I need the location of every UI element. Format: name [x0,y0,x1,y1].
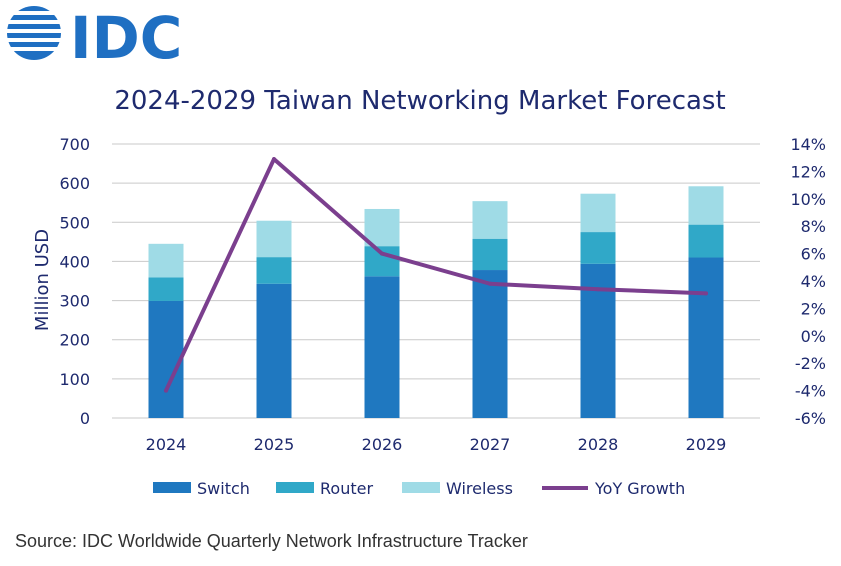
source-note: Source: IDC Worldwide Quarterly Network … [15,531,528,551]
bar-wireless [364,208,400,247]
x-tick-label: 2028 [578,435,619,454]
left-axis-ticks: 0 100 200 300 400 500 600 700 [59,135,90,428]
legend-label-wireless: Wireless [446,479,513,498]
yoy-point [380,251,384,256]
bar-wireless [580,193,616,233]
x-axis-ticks: 2024 2025 2026 2027 2028 2029 [146,435,727,454]
yoy-growth-line [164,157,708,393]
legend: Switch Router Wireless YoY Growth [153,479,685,498]
gridlines [112,143,760,419]
yoy-line [164,157,708,393]
legend-label-yoy: YoY Growth [594,479,685,498]
yoy-point [596,287,600,292]
right-tick-label: -6% [795,409,826,428]
left-tick-label: 400 [59,252,90,271]
idc-logo: IDC [4,4,182,72]
logo-text: IDC [70,4,182,72]
yoy-point [164,388,168,393]
bar-switch [148,300,184,418]
bar-router [688,224,724,258]
left-tick-label: 600 [59,174,90,193]
left-tick-label: 700 [59,135,90,154]
right-tick-label: 14% [790,135,826,154]
left-tick-label: 500 [59,213,90,232]
legend-swatch-wireless [402,482,440,493]
x-tick-label: 2027 [470,435,511,454]
bar-switch [688,257,724,418]
yoy-point [272,157,276,162]
chart-title: 2024-2029 Taiwan Networking Market Forec… [114,86,725,116]
yoy-point [488,281,492,286]
bar-wireless [472,201,508,239]
legend-swatch-router [276,482,314,493]
x-tick-label: 2024 [146,435,187,454]
bar-switch [472,270,508,418]
bar-router [364,246,400,277]
legend-label-router: Router [320,479,373,498]
bars [148,186,724,418]
yoy-point [704,291,708,296]
right-tick-label: -2% [795,354,826,373]
bar-router [472,238,508,271]
left-tick-label: 0 [80,409,90,428]
y-axis-label: Million USD [32,229,53,331]
right-tick-label: 10% [790,190,826,209]
right-tick-label: 6% [801,245,826,264]
x-tick-label: 2029 [686,435,727,454]
legend-swatch-switch [153,482,191,493]
bar-wireless [256,220,292,258]
right-tick-label: 4% [801,272,826,291]
globe-icon [4,6,64,60]
legend-label-switch: Switch [197,479,250,498]
bar-router [256,257,292,284]
x-tick-label: 2026 [362,435,403,454]
bar-switch [364,276,400,418]
left-tick-label: 100 [59,370,90,389]
bar-wireless [688,186,724,225]
right-tick-label: 12% [790,162,826,181]
bar-router [148,277,184,301]
right-tick-label: -4% [795,382,826,401]
right-tick-label: 2% [801,299,826,318]
x-tick-label: 2025 [254,435,295,454]
right-axis-ticks: -6% -4% -2% 0% 2% 4% 6% 8% 10% 12% 14% [790,135,826,428]
bar-wireless [148,243,184,278]
bar-switch [256,283,292,418]
right-tick-label: 0% [801,327,826,346]
bar-router [580,232,616,264]
left-tick-label: 200 [59,331,90,350]
right-tick-label: 8% [801,217,826,236]
left-tick-label: 300 [59,292,90,311]
